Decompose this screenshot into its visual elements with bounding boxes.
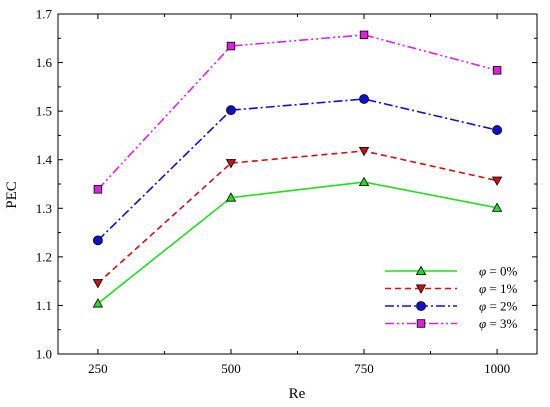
x-tick-label: 250 [88, 361, 108, 376]
series-line [97, 34, 498, 190]
plot-layer [57, 13, 538, 355]
data-point [359, 94, 369, 104]
y-tick-label: 1.2 [36, 249, 52, 264]
x-axis-title: Re [289, 386, 306, 402]
legend-entry-1: φ = 1% [385, 281, 518, 296]
x-tick-label: 750 [354, 361, 374, 376]
legend-marker [415, 284, 427, 294]
series-line [97, 150, 498, 284]
y-tick-label: 1.4 [36, 152, 53, 167]
data-point [358, 146, 370, 157]
series-0 [92, 176, 503, 308]
y-tick-label: 1.0 [36, 347, 52, 362]
data-point [225, 192, 237, 202]
data-point [93, 235, 103, 246]
data-point [225, 159, 237, 169]
series-2 [93, 94, 502, 246]
legend-label: φ = 2% [479, 299, 518, 314]
series-line [97, 98, 498, 241]
legend-entry-3: φ = 3% [385, 316, 518, 331]
series-line [97, 181, 498, 305]
x-tick-label: 500 [221, 361, 241, 376]
legend-entry-2: φ = 2% [385, 299, 518, 314]
legend-entry-0: φ = 0% [385, 264, 518, 279]
y-tick-label: 1.1 [36, 298, 52, 313]
data-point [92, 279, 104, 289]
data-point [92, 298, 104, 308]
legend-marker [416, 301, 426, 311]
data-point [359, 30, 369, 40]
legend-label: φ = 1% [479, 281, 518, 296]
tick-layer: 1.0 1.1 1.2 1.3 1.4 1.5 1.6 1.7 250 500 750 1000 [36, 7, 537, 376]
y-tick-label: 1.5 [36, 104, 52, 119]
y-tick-label: 1.3 [36, 201, 52, 216]
data-point [226, 41, 236, 51]
data-point [93, 185, 103, 194]
legend-label: φ = 0% [479, 264, 518, 279]
data-point [358, 176, 370, 187]
data-point [492, 125, 502, 135]
y-tick-label: 1.6 [36, 55, 53, 70]
y-axis-title: PEC [4, 181, 20, 209]
y-tick-label: 1.7 [36, 7, 53, 22]
legend: φ = 0% φ = 1% φ = 2% φ = 3% [385, 264, 518, 331]
plot-frame [57, 13, 538, 355]
legend-label: φ = 3% [479, 316, 518, 331]
data-point [492, 66, 502, 75]
data-point [226, 105, 236, 116]
legend-marker [416, 319, 426, 328]
series-3 [93, 30, 502, 194]
x-tick-label: 1000 [484, 361, 510, 376]
legend-marker [415, 265, 427, 276]
series-1 [92, 146, 503, 289]
data-point [491, 176, 503, 186]
series-layer [92, 30, 503, 308]
data-point [491, 202, 503, 212]
